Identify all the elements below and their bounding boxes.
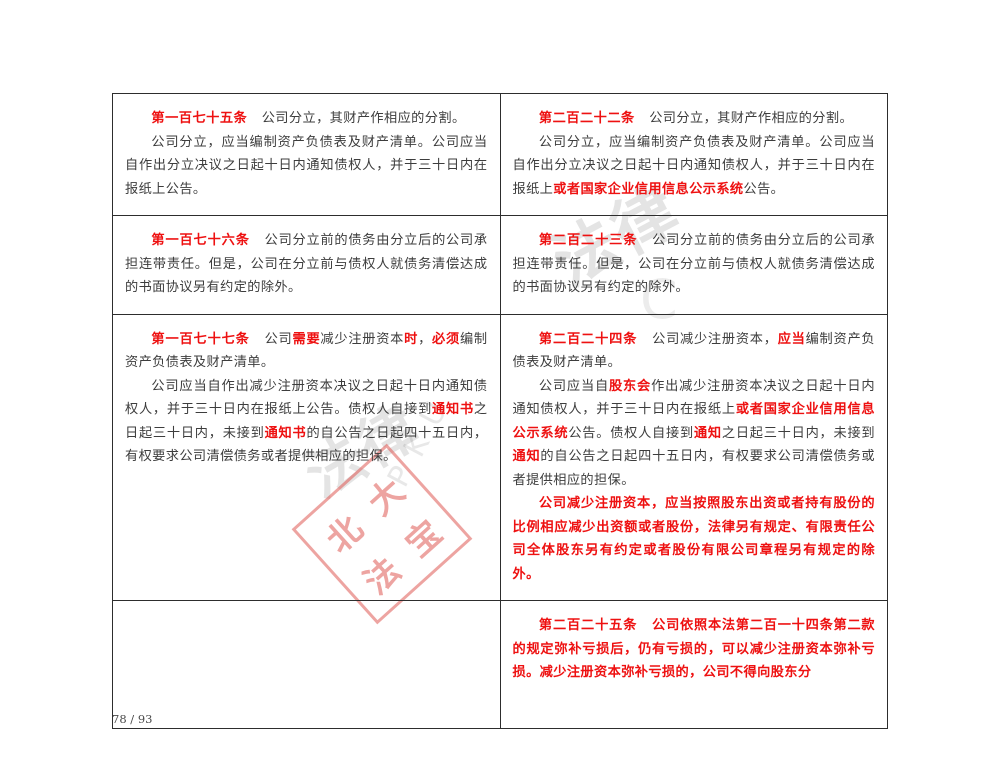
plain-text-run: 公司减少注册资本， [651, 331, 778, 347]
article-number: 第二百二十四条 [538, 331, 638, 347]
article-heading-paragraph: 第二百二十二条 公司分立，其财产作相应的分割。 [513, 107, 876, 131]
table-row: 第一百七十六条 公司分立前的债务由分立后的公司承担连带责任。但是，公司在分立前与债… [112, 215, 888, 315]
page-number-footer: 78 / 93 [112, 712, 153, 726]
plain-text-run: 公司应当自作出减少注册资本决议之日起十日内通知债权人，并于三十日内在报纸上公告。… [125, 378, 488, 418]
plain-text-run: 的自公告之日起四十五日内，有权要求公司清偿债务或者提供相应的担保。 [125, 425, 488, 465]
article-lead-text: 公司依照本法第二百一十四条第二款的规定弥补亏损后，仍有亏损的，可以减少注册资本弥… [512, 618, 876, 680]
article-segments-p1: 公司需要减少注册资本时，必须编制资产负债表及财产清单。 [125, 332, 487, 371]
article-number: 第二百二十二条 [538, 111, 635, 126]
plain-text-run: 编制资产负债表及财产清单。 [125, 331, 488, 371]
article-heading-paragraph: 第二百二十三条 公司分立前的债务由分立后的公司承担连带责任。但是，公司在分立前与债… [513, 229, 876, 300]
plain-text-run: 编制资产负债表及财产清单。 [512, 331, 875, 371]
article-segments-p2: 公司应当自作出减少注册资本决议之日起十日内通知债权人，并于三十日内在报纸上公告。… [125, 379, 488, 465]
article-segments-p3: 公司减少注册资本，应当按照股东出资或者持有股份的比例相应减少出资额或者股份，法律… [513, 496, 876, 582]
article-number: 第二百二十三条 [538, 233, 638, 248]
cell-old-176: 第一百七十六条 公司分立前的债务由分立后的公司承担连带责任。但是，公司在分立前与债… [112, 215, 501, 315]
cell-new-224: 第二百二十四条 公司减少注册资本，应当编制资产负债表及财产清单。 公司应当自股东会… [499, 313, 888, 601]
article-heading-paragraph: 第二百二十五条 公司依照本法第二百一十四条第二款的规定弥补亏损后，仍有亏损的，可以… [513, 614, 876, 685]
cell-old-empty [112, 600, 501, 729]
cell-old-177: 第一百七十七条 公司需要减少注册资本时，必须编制资产负债表及财产清单。 公司应当自… [112, 313, 501, 601]
plain-text-run: ， [418, 331, 433, 347]
plain-text-run: 作出减少注册资本决议之日起十日内通知债权人，并于三十日内在报纸上 [512, 378, 876, 418]
article-body-paragraph: 公司分立，应当编制资产负债表及财产清单。公司应当自作出分立决议之日起十日内通知债… [125, 134, 488, 197]
body-highlight-text: 或者国家企业信用信息公示系统 [553, 181, 744, 197]
plain-text-run: 公司应当自 [538, 378, 610, 394]
article-number: 第一百七十七条 [151, 331, 250, 347]
amended-text-run: 应当 [777, 331, 806, 347]
plain-text-run: 之日起三十日内，未接到 [721, 425, 875, 441]
table-row: 第一百七十七条 公司需要减少注册资本时，必须编制资产负债表及财产清单。 公司应当自… [112, 313, 888, 601]
article-lead-text: 公司分立，其财产作相应的分割。 [261, 111, 466, 126]
empty-cell-spacer [125, 614, 488, 714]
article-segments-p2-paragraph: 公司应当自股东会作出减少注册资本决议之日起十日内通知债权人，并于三十日内在报纸上… [513, 375, 876, 493]
amended-text-run: 通知 [693, 425, 722, 441]
law-comparison-table: 第一百七十五条 公司分立，其财产作相应的分割。 公司分立，应当编制资产负债表及财产… [112, 93, 888, 729]
article-segments-p2: 公司应当自股东会作出减少注册资本决议之日起十日内通知债权人，并于三十日内在报纸上… [513, 379, 876, 488]
cell-old-175: 第一百七十五条 公司分立，其财产作相应的分割。 公司分立，应当编制资产负债表及财产… [112, 93, 501, 216]
cell-new-223: 第二百二十三条 公司分立前的债务由分立后的公司承担连带责任。但是，公司在分立前与债… [499, 215, 888, 315]
amended-text-run: 必须 [432, 331, 460, 347]
amended-text-run: 或者国家企业信用信息公示系统 [512, 402, 876, 441]
amended-text-run: 需要 [292, 331, 321, 347]
cell-new-222: 第二百二十二条 公司分立，其财产作相应的分割。 公司分立，应当编制资产负债表及财产… [499, 93, 888, 216]
body-pre-text: 公司分立，应当编制资产负债表及财产清单。公司应当自作出分立决议之日起十日内通知债… [512, 134, 875, 197]
plain-text-run: 之日起三十日内，未接到 [125, 402, 488, 441]
article-segments-p3-paragraph: 公司减少注册资本，应当按照股东出资或者持有股份的比例相应减少出资额或者股份，法律… [513, 492, 876, 586]
amended-text-run: 通知 [512, 449, 541, 464]
article-heading-paragraph: 第一百七十五条 公司分立，其财产作相应的分割。 [125, 107, 488, 131]
article-heading-paragraph: 第一百七十七条 公司需要减少注册资本时，必须编制资产负债表及财产清单。 [125, 328, 488, 375]
amended-text-run: 公司减少注册资本，应当按照股东出资或者持有股份的比例相应减少出资额或者股份，法律… [512, 496, 875, 582]
table-body: 第一百七十五条 公司分立，其财产作相应的分割。 公司分立，应当编制资产负债表及财产… [112, 93, 888, 729]
article-lead-text: 公司分立前的债务由分立后的公司承担连带责任。但是，公司在分立前与债权人就债务清偿… [125, 233, 488, 295]
article-heading-paragraph: 第一百七十六条 公司分立前的债务由分立后的公司承担连带责任。但是，公司在分立前与债… [125, 229, 488, 300]
article-segments-p2-paragraph: 公司应当自作出减少注册资本决议之日起十日内通知债权人，并于三十日内在报纸上公告。… [125, 375, 488, 469]
amended-text-run: 时 [404, 331, 419, 347]
body-post-text: 公告。 [743, 181, 785, 197]
article-lead-text: 公司分立，其财产作相应的分割。 [649, 111, 854, 126]
amended-text-run: 通知书 [264, 425, 307, 441]
article-number: 第二百二十五条 [538, 618, 638, 633]
article-body-paragraph: 公司分立，应当编制资产负债表及财产清单。公司应当自作出分立决议之日起十日内通知债… [513, 131, 876, 202]
plain-text-run: 减少注册资本 [320, 331, 405, 347]
amended-text-run: 通知书 [432, 402, 474, 417]
plain-text-run: 的自公告之日起四十五日内，有权要求公司清偿债务或者提供相应的担保。 [512, 449, 875, 488]
plain-text-run: 公告。债权人自接到 [568, 425, 694, 441]
table-row: 第一百七十五条 公司分立，其财产作相应的分割。 公司分立，应当编制资产负债表及财产… [112, 93, 888, 216]
table-row: 第二百二十五条 公司依照本法第二百一十四条第二款的规定弥补亏损后，仍有亏损的，可以… [112, 600, 888, 729]
amended-text-run: 股东会 [609, 378, 652, 394]
cell-new-225: 第二百二十五条 公司依照本法第二百一十四条第二款的规定弥补亏损后，仍有亏损的，可以… [499, 600, 888, 729]
article-segments-p1: 公司减少注册资本，应当编制资产负债表及财产清单。 [513, 332, 876, 371]
article-number: 第一百七十六条 [151, 233, 250, 248]
plain-text-run: 公司 [264, 331, 293, 347]
article-heading-paragraph: 第二百二十四条 公司减少注册资本，应当编制资产负债表及财产清单。 [513, 328, 876, 375]
article-number: 第一百七十五条 [151, 111, 248, 126]
article-lead-text: 公司分立前的债务由分立后的公司承担连带责任。但是，公司在分立前与债权人就债务清偿… [512, 233, 876, 295]
